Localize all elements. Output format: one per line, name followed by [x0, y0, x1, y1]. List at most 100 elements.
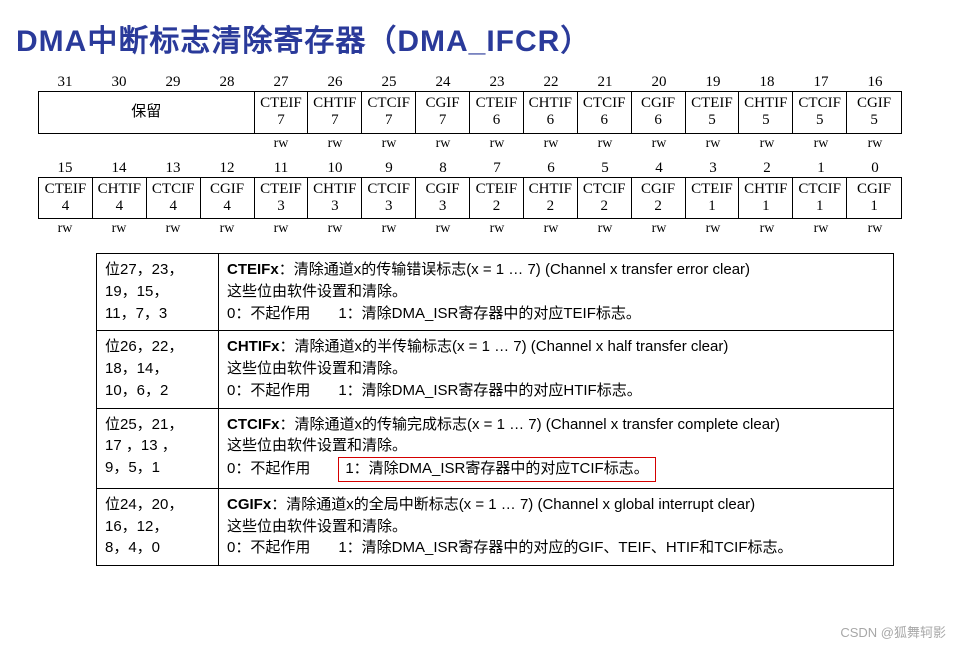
register-cell: CHTIF4 [93, 178, 147, 219]
access-cell: rw [200, 219, 254, 237]
register-cell: CGIF2 [632, 178, 686, 219]
bit-number-row: 1514131211109876543210 [38, 160, 948, 177]
access-cell: rw [92, 219, 146, 237]
access-cell: rw [794, 134, 848, 152]
bit-number: 28 [200, 74, 254, 91]
register-cell: CTEIF4 [39, 178, 93, 219]
register-cell: CGIF3 [416, 178, 470, 219]
register-row: CTEIF4CHTIF4CTCIF4CGIF4CTEIF3CHTIF3CTCIF… [38, 177, 902, 220]
register-row: 保留CTEIF7CHTIF7CTCIF7CGIF7CTEIF6CHTIF6CTC… [38, 91, 902, 134]
bit-number: 6 [524, 160, 578, 177]
register-cell: CTEIF7 [255, 92, 309, 133]
bit-number: 17 [794, 74, 848, 91]
bit-number: 1 [794, 160, 848, 177]
bit-number: 4 [632, 160, 686, 177]
register-cell: CTEIF3 [255, 178, 309, 219]
watermark: CSDN @狐舞轲影 [840, 622, 946, 641]
register-layout: 31302928272625242322212019181716保留CTEIF7… [38, 74, 948, 237]
register-cell: CGIF6 [632, 92, 686, 133]
register-cell: CTCIF1 [793, 178, 847, 219]
access-cell: rw [578, 134, 632, 152]
access-cell: rw [470, 219, 524, 237]
bit-number: 30 [92, 74, 146, 91]
access-cell: rw [848, 134, 902, 152]
register-cell: CTEIF6 [470, 92, 524, 133]
bit-number: 18 [740, 74, 794, 91]
bits-cell: 位27，23，19，15，11，7，3 [97, 254, 219, 331]
bit-number: 26 [308, 74, 362, 91]
access-cell: rw [578, 219, 632, 237]
bit-number: 13 [146, 160, 200, 177]
register-cell: CHTIF7 [308, 92, 362, 133]
register-cell: CTCIF6 [578, 92, 632, 133]
page-title: DMA中断标志清除寄存器（DMA_IFCR） [16, 16, 948, 60]
register-cell: CTCIF2 [578, 178, 632, 219]
register-cell: CTCIF5 [793, 92, 847, 133]
reserved-cell: 保留 [39, 92, 255, 133]
access-cell [200, 134, 254, 152]
bit-number: 12 [200, 160, 254, 177]
bit-number: 31 [38, 74, 92, 91]
bit-number: 20 [632, 74, 686, 91]
bit-number: 24 [416, 74, 470, 91]
access-cell: rw [794, 219, 848, 237]
bit-number: 0 [848, 160, 902, 177]
bit-number: 29 [146, 74, 200, 91]
access-cell: rw [416, 219, 470, 237]
access-row: rwrwrwrwrwrwrwrwrwrwrwrwrwrwrwrw [38, 219, 948, 237]
bits-cell: 位25，21，17 ，13 ，9，5，1 [97, 408, 219, 488]
access-cell [146, 134, 200, 152]
bit-number: 21 [578, 74, 632, 91]
bit-number: 14 [92, 160, 146, 177]
access-row: rwrwrwrwrwrwrwrwrwrwrwrw [38, 134, 948, 152]
bit-number: 3 [686, 160, 740, 177]
register-cell: CTCIF3 [362, 178, 416, 219]
access-cell: rw [686, 134, 740, 152]
register-cell: CTCIF4 [147, 178, 201, 219]
bit-number: 10 [308, 160, 362, 177]
register-cell: CHTIF2 [524, 178, 578, 219]
access-cell: rw [632, 219, 686, 237]
table-row: 位25，21，17 ，13 ，9，5，1CTCIFx：清除通道x的传输完成标志(… [97, 408, 894, 488]
bit-number-row: 31302928272625242322212019181716 [38, 74, 948, 91]
bit-number: 9 [362, 160, 416, 177]
bits-cell: 位26，22，18，14，10，6，2 [97, 331, 219, 408]
register-cell: CHTIF6 [524, 92, 578, 133]
table-row: 位26，22，18，14，10，6，2CHTIFx：清除通道x的半传输标志(x … [97, 331, 894, 408]
register-cell: CGIF4 [201, 178, 255, 219]
access-cell: rw [740, 134, 794, 152]
access-cell: rw [254, 219, 308, 237]
access-cell: rw [524, 219, 578, 237]
bit-number: 8 [416, 160, 470, 177]
access-cell: rw [362, 219, 416, 237]
access-cell: rw [848, 219, 902, 237]
register-cell: CTEIF5 [686, 92, 740, 133]
field-description-table: 位27，23，19，15，11，7，3CTEIFx：清除通道x的传输错误标志(x… [96, 253, 894, 566]
access-cell: rw [416, 134, 470, 152]
access-cell: rw [254, 134, 308, 152]
bit-number: 16 [848, 74, 902, 91]
register-cell: CGIF5 [847, 92, 901, 133]
access-cell: rw [308, 219, 362, 237]
bit-number: 2 [740, 160, 794, 177]
table-row: 位24，20，16，12，8，4，0CGIFx：清除通道x的全局中断标志(x =… [97, 488, 894, 565]
bit-number: 5 [578, 160, 632, 177]
register-cell: CGIF1 [847, 178, 901, 219]
register-cell: CGIF7 [416, 92, 470, 133]
access-cell: rw [524, 134, 578, 152]
bit-number: 23 [470, 74, 524, 91]
access-cell: rw [38, 219, 92, 237]
bit-number: 25 [362, 74, 416, 91]
access-cell: rw [632, 134, 686, 152]
description-cell: CTEIFx：清除通道x的传输错误标志(x = 1 … 7) (Channel … [219, 254, 894, 331]
access-cell: rw [470, 134, 524, 152]
register-cell: CHTIF3 [308, 178, 362, 219]
access-cell: rw [686, 219, 740, 237]
register-cell: CHTIF5 [739, 92, 793, 133]
bit-number: 27 [254, 74, 308, 91]
description-cell: CTCIFx：清除通道x的传输完成标志(x = 1 … 7) (Channel … [219, 408, 894, 488]
bit-number: 11 [254, 160, 308, 177]
bits-cell: 位24，20，16，12，8，4，0 [97, 488, 219, 565]
access-cell: rw [308, 134, 362, 152]
access-cell [38, 134, 92, 152]
